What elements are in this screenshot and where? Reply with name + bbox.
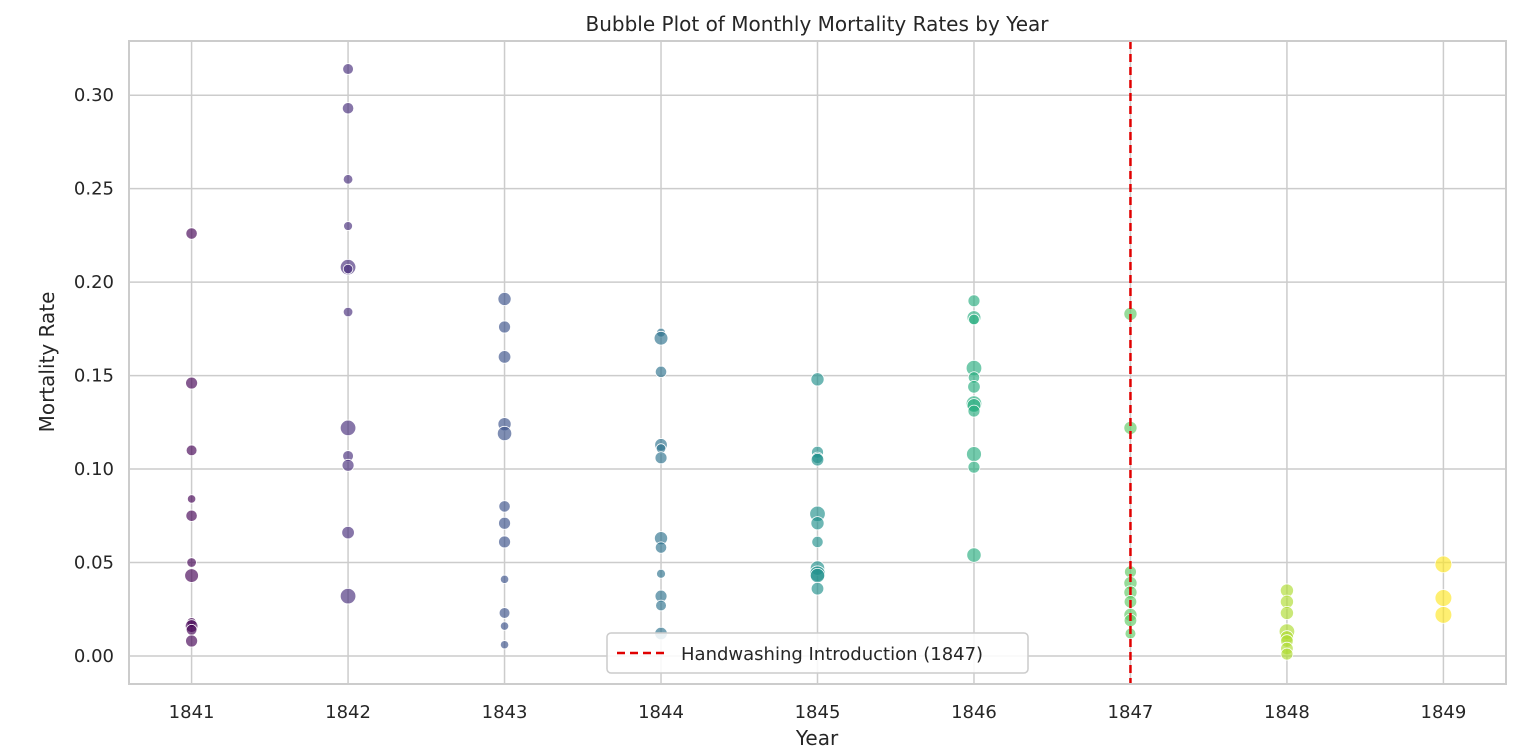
y-tick-label: 0.20 — [74, 272, 114, 293]
data-point — [654, 541, 668, 554]
data-point — [653, 330, 669, 346]
x-tick-label: 1846 — [951, 702, 997, 723]
x-tick-labels: 1841 1842 1843 1844 1845 1846 1847 1848 1849 — [169, 702, 1467, 723]
data-point — [339, 587, 357, 605]
data-point — [185, 444, 198, 457]
data-points — [184, 63, 1453, 661]
data-point — [499, 640, 510, 650]
x-tick-label: 1842 — [325, 702, 371, 723]
data-point — [1434, 589, 1453, 607]
data-point — [185, 376, 198, 390]
y-tick-label: 0.15 — [74, 366, 114, 387]
data-point — [654, 365, 668, 378]
data-point — [811, 535, 824, 549]
y-tick-label: 0.25 — [74, 179, 114, 200]
data-point — [1434, 606, 1453, 624]
data-point — [498, 320, 511, 334]
data-point — [810, 581, 825, 596]
data-point — [342, 263, 354, 275]
data-point — [498, 535, 511, 549]
data-point — [967, 404, 981, 418]
data-point — [185, 509, 198, 522]
data-point — [185, 634, 198, 648]
data-point — [343, 221, 353, 231]
data-point — [342, 63, 354, 75]
data-point — [1279, 605, 1294, 620]
data-point — [497, 291, 512, 306]
data-point — [967, 380, 981, 394]
x-tick-label: 1843 — [482, 702, 528, 723]
legend: Handwashing Introduction (1847) — [606, 632, 1029, 674]
data-point — [342, 306, 354, 318]
data-point — [339, 419, 357, 437]
data-point — [498, 500, 511, 513]
data-point — [341, 102, 355, 115]
legend-box — [606, 632, 1029, 674]
data-point — [810, 452, 825, 467]
data-point — [498, 516, 511, 530]
data-point — [1434, 555, 1453, 574]
x-tick-label: 1844 — [638, 702, 684, 723]
x-tick-label: 1841 — [169, 702, 215, 723]
data-point — [341, 458, 355, 472]
y-tick-label: 0.10 — [74, 459, 114, 480]
legend-label: Handwashing Introduction (1847) — [681, 644, 983, 665]
data-point — [810, 516, 825, 531]
data-point — [497, 350, 512, 364]
x-tick-label: 1849 — [1421, 702, 1467, 723]
data-point — [186, 557, 197, 568]
data-point — [655, 599, 667, 612]
data-point — [498, 607, 511, 619]
chart-title: Bubble Plot of Monthly Mortality Rates b… — [586, 12, 1050, 36]
data-point — [185, 623, 198, 636]
plot-frame — [128, 40, 1507, 685]
data-point — [654, 451, 668, 465]
data-point — [185, 227, 198, 240]
data-point — [967, 294, 981, 308]
data-point — [1280, 647, 1294, 661]
data-point — [810, 372, 825, 387]
data-point — [966, 547, 982, 563]
data-point — [809, 567, 826, 584]
y-tick-label: 0.05 — [74, 553, 114, 574]
x-tick-label: 1848 — [1264, 702, 1310, 723]
y-tick-label: 0.30 — [74, 85, 114, 106]
data-point — [186, 494, 197, 504]
y-tick-labels: 0.00 0.05 0.10 0.15 0.20 0.25 0.30 — [74, 85, 114, 667]
data-point — [499, 574, 510, 584]
x-axis-title: Year — [795, 726, 839, 750]
data-point — [496, 425, 513, 442]
y-axis-title: Mortality Rate — [35, 292, 59, 433]
x-tick-label: 1847 — [1108, 702, 1154, 723]
data-point — [342, 174, 354, 185]
data-point — [341, 525, 355, 540]
data-point — [966, 446, 982, 462]
data-point — [967, 460, 981, 474]
x-tick-label: 1845 — [795, 702, 841, 723]
data-point — [656, 568, 666, 579]
y-tick-label: 0.00 — [74, 646, 114, 667]
data-point — [499, 621, 510, 631]
data-point — [184, 568, 199, 583]
data-point — [968, 313, 980, 326]
